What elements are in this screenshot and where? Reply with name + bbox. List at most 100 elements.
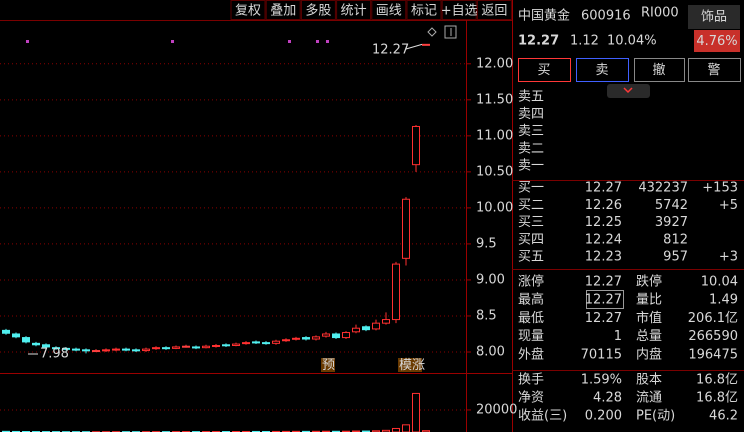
candle-body (142, 348, 150, 352)
highlight-box (586, 290, 624, 309)
toolbar-button[interactable] (265, 0, 301, 20)
candle-body (112, 348, 120, 351)
toolbar-button-label[interactable]: 返回 (481, 4, 507, 19)
candle-body (372, 322, 380, 330)
bid-label: 买三 (518, 215, 544, 230)
price-change-pct: 10.04% (607, 34, 657, 49)
toolbar-button-label[interactable]: +自选 (441, 4, 478, 19)
stock-badge: RI000 (641, 6, 679, 21)
y-tick-label: 9.5 (476, 236, 497, 251)
chart-icons (427, 25, 457, 39)
toolbar-button-label[interactable]: 复权 (235, 3, 261, 19)
toolbar-button-label[interactable]: 叠加 (270, 4, 296, 19)
candle-body (362, 326, 370, 331)
event-marker: 模涨 (399, 358, 425, 373)
action-button[interactable] (634, 58, 685, 82)
toolbar-button[interactable] (300, 0, 336, 20)
candle-body (52, 347, 60, 350)
stat-value: 12.27 (585, 311, 622, 326)
action-button-label[interactable]: 买 (537, 63, 550, 78)
stat-label: 外盘 (518, 346, 544, 362)
stat-value: 206.1亿 (688, 311, 738, 326)
stat-value: 12.27 (585, 293, 622, 308)
toolbar-button[interactable] (336, 0, 372, 20)
toolbar-button[interactable] (476, 0, 512, 20)
action-button-label[interactable]: 撤 (652, 62, 665, 78)
candle-body (302, 337, 310, 340)
fundamental-value: 4.28 (593, 391, 622, 406)
stat-value: 1 (614, 329, 622, 344)
bid-delta: +153 (702, 181, 738, 196)
bid-price: 12.27 (585, 181, 622, 196)
bid-delta: +3 (719, 250, 738, 265)
candle-body (212, 345, 220, 348)
bid-volume: 3927 (655, 215, 688, 230)
sector-name[interactable]: 饰品 (701, 10, 727, 25)
candle-body (382, 319, 390, 324)
stat-label: 市值 (636, 310, 662, 326)
fundamental-label: 换手 (518, 373, 544, 388)
bid-label: 买一 (518, 181, 544, 196)
event-marker-box (398, 358, 422, 372)
bid-volume: 812 (663, 232, 688, 247)
candle-body (252, 341, 260, 344)
bid-label: 买四 (518, 232, 544, 247)
stat-label: 最低 (518, 311, 544, 326)
y-tick-label: 11.00 (476, 128, 513, 143)
stat-value: 196475 (688, 347, 738, 362)
y-tick-label: 12.00 (476, 56, 513, 71)
fundamental-label: 收益(三) (518, 409, 567, 424)
candle-body (272, 340, 280, 344)
bid-volume: 5742 (655, 198, 688, 213)
action-button[interactable] (518, 58, 571, 82)
candle-body (332, 333, 340, 339)
ask-label: 卖一 (518, 159, 544, 174)
toolbar-button-label[interactable]: 标记 (411, 4, 437, 19)
action-button-label[interactable]: 警 (707, 62, 720, 78)
candle-body (222, 344, 230, 347)
toolbar-button-label[interactable]: 统计 (341, 4, 367, 19)
volume-bar (412, 392, 420, 432)
candle-body (192, 346, 200, 349)
candle-body (312, 336, 320, 340)
purple-markers (26, 40, 329, 43)
action-button-label[interactable]: 卖 (595, 63, 608, 78)
candle-body (42, 344, 50, 348)
toolbar-button[interactable] (441, 0, 477, 20)
action-button[interactable] (576, 58, 629, 82)
bid-volume: 432237 (638, 181, 688, 196)
bid-label: 买二 (518, 198, 544, 213)
stat-label: 内盘 (636, 346, 662, 362)
action-button[interactable] (688, 58, 741, 82)
volume-bar (422, 430, 430, 432)
bid-price: 12.24 (585, 232, 622, 247)
toolbar-button[interactable] (371, 0, 407, 20)
candle-body (262, 342, 270, 345)
ask-label: 卖五 (518, 90, 544, 105)
candle-body (402, 198, 410, 259)
toolbar-button[interactable] (406, 0, 442, 20)
candle-body (342, 332, 350, 339)
candle-body (242, 342, 250, 345)
ask-label: 卖三 (518, 124, 544, 139)
y-tick-label: 10.50 (476, 164, 513, 179)
candle-body (352, 327, 360, 333)
toolbar-button-label[interactable]: 画线 (376, 4, 402, 19)
low-label: 7.98 (40, 347, 69, 362)
toolbar-button-label[interactable]: 多股 (305, 3, 331, 19)
fundamental-value: 16.8亿 (696, 373, 738, 388)
candle-body (132, 349, 140, 352)
stat-label: 涨停 (518, 274, 544, 290)
candle-body (102, 349, 110, 352)
candle-body (22, 337, 30, 343)
volume-bar (392, 427, 400, 432)
candle-body (62, 347, 70, 350)
y-tick-label: 20000 (476, 402, 517, 417)
sector-box[interactable] (688, 5, 740, 29)
stat-value: 1.49 (709, 293, 738, 308)
bid-price: 12.23 (585, 250, 622, 265)
toolbar-button[interactable] (230, 0, 266, 20)
candle-body (2, 329, 10, 334)
candle-body (122, 348, 130, 351)
expand-chevron[interactable] (623, 87, 633, 94)
